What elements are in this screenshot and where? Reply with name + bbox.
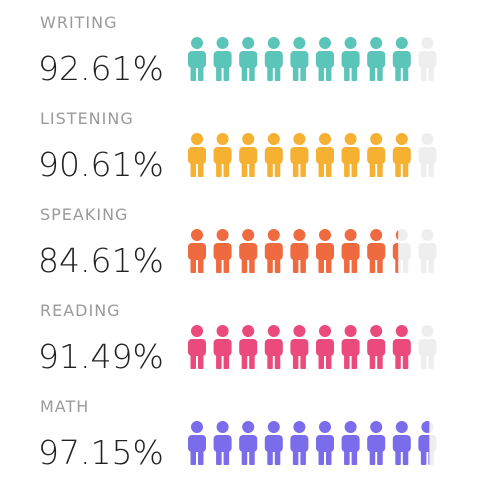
category-label: WRITING (40, 13, 118, 32)
value-label: 84.61% (38, 241, 164, 280)
category-label: SPEAKING (40, 205, 128, 224)
value-label: 97.15% (38, 433, 164, 472)
category-label: MATH (40, 397, 89, 416)
value-label: 91.49% (38, 337, 164, 376)
value-label: 92.61% (38, 49, 164, 88)
category-label: LISTENING (40, 109, 134, 128)
icon-row-fill (188, 229, 399, 273)
icon-row-fill (188, 133, 411, 177)
category-label: READING (40, 301, 121, 320)
icon-row-fill (188, 37, 411, 81)
value-label: 90.61% (38, 145, 164, 184)
icon-row-fill (188, 421, 430, 465)
icon-row-fill (188, 325, 411, 369)
